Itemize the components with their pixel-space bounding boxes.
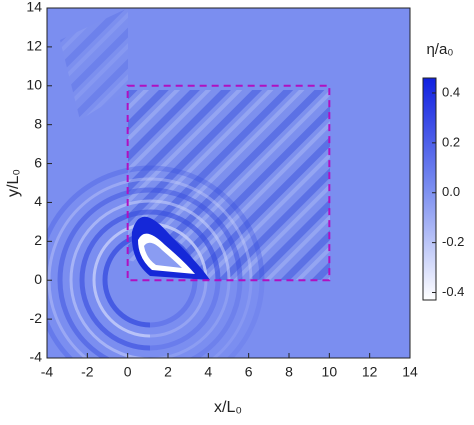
y-tick-label: 6 <box>34 154 42 170</box>
x-tick-label: 0 <box>124 364 132 380</box>
colorbar <box>422 77 437 301</box>
plot-frame <box>46 7 411 359</box>
y-tick-label: -4 <box>30 349 43 365</box>
x-tick-label: -4 <box>41 364 54 380</box>
x-tick-label: 10 <box>322 364 338 380</box>
y-tick-label: 0 <box>34 271 42 287</box>
x-tick-label: 2 <box>164 364 172 380</box>
x-tick-label: 14 <box>402 364 418 380</box>
x-axis-label: x/L₀ <box>214 399 242 416</box>
y-tick-label: 12 <box>26 38 42 54</box>
colorbar-tick-label: 0.2 <box>442 134 460 149</box>
y-tick-label: 8 <box>34 115 42 131</box>
colorbar-tick-label: -0.4 <box>442 284 464 299</box>
field <box>47 8 410 358</box>
y-axis-label: y/L₀ <box>5 169 22 197</box>
y-tick-label: -2 <box>30 310 43 326</box>
x-tick-label: 4 <box>204 364 212 380</box>
colorbar-label: η/a₀ <box>426 41 453 58</box>
y-tick-label: 4 <box>34 193 42 209</box>
x-tick-label: 6 <box>245 364 253 380</box>
colorbar-tick-label: -0.2 <box>442 234 464 249</box>
dashed-box <box>126 84 331 282</box>
y-tick-label: 14 <box>26 0 42 15</box>
colorbar-tick-label: 0.0 <box>442 184 460 199</box>
x-tick-label: -2 <box>81 364 94 380</box>
y-tick-label: 2 <box>34 232 42 248</box>
x-tick-label: 12 <box>362 364 378 380</box>
colorbar-tick-label: 0.4 <box>442 84 460 99</box>
y-tick-label: 10 <box>26 76 42 92</box>
x-tick-label: 8 <box>285 364 293 380</box>
